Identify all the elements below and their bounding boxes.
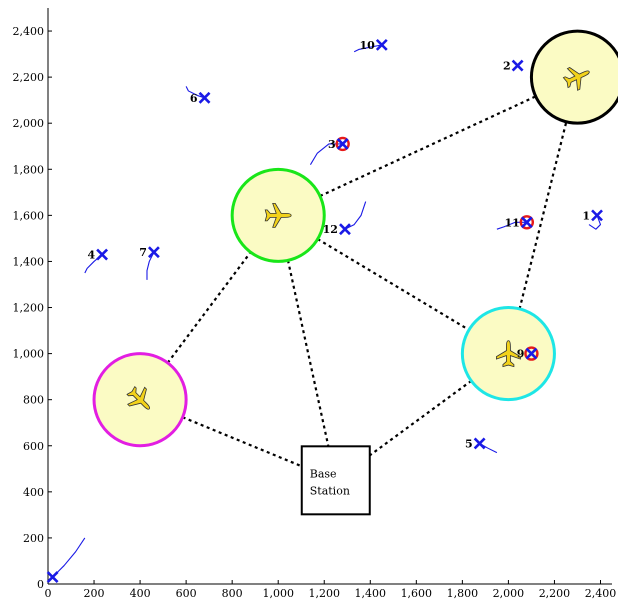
cross-icon	[147, 246, 160, 259]
user-trail	[353, 44, 382, 53]
user-trail	[185, 86, 205, 99]
base-station-label: Base	[310, 467, 337, 480]
link-line	[319, 95, 537, 198]
x-tick-label: 1,200	[308, 587, 340, 600]
user-trail	[52, 537, 86, 578]
airplane-icon	[562, 67, 590, 91]
y-tick-label: 1,800	[13, 163, 45, 176]
user-label: 12	[323, 223, 338, 236]
base-station-label: Station	[310, 484, 350, 497]
uav-layer	[92, 29, 618, 448]
x-tick-label: 2,400	[585, 587, 617, 600]
user-label: 3	[328, 138, 336, 151]
cross-icon	[96, 248, 109, 261]
x-tick-label: 1,800	[447, 587, 479, 600]
user-label: 4	[87, 249, 95, 262]
user-marker: 11	[505, 215, 535, 230]
y-tick-label: 0	[37, 578, 44, 591]
y-tick-label: 2,200	[13, 71, 45, 84]
user-marker: 4	[87, 248, 109, 262]
y-tick-label: 1,000	[13, 348, 45, 361]
user-marker: 6	[190, 91, 211, 105]
cross-icon	[198, 91, 211, 104]
link-line	[286, 260, 330, 447]
trail-layer	[52, 44, 602, 578]
user-marker: 3	[328, 136, 350, 152]
x-tick-label: 2,000	[493, 587, 525, 600]
cross-icon	[46, 571, 59, 584]
uav-black	[529, 29, 618, 125]
uav-cyan	[460, 306, 556, 402]
y-tick-label: 1,200	[13, 302, 45, 315]
cross-icon	[520, 216, 533, 229]
base-station: Base Station	[300, 445, 371, 516]
x-tick-label: 800	[222, 587, 243, 600]
user-marker: 7	[139, 246, 160, 259]
covered-ring-icon	[519, 215, 535, 230]
user-trail	[344, 201, 367, 230]
axes: 0 200 400 600 800 1,000 1,200 1,400 1,600 1,800 2,…	[13, 8, 617, 600]
x-tick-label: 1,400	[355, 587, 387, 600]
user-marker	[46, 571, 59, 584]
user-trail	[588, 215, 602, 230]
y-tick-label: 1,400	[13, 255, 45, 268]
cross-icon	[473, 437, 486, 450]
link-line	[166, 251, 252, 364]
x-tick-label: 2,200	[539, 587, 571, 600]
airplane-icon	[264, 202, 292, 228]
covered-ring-icon	[524, 346, 539, 361]
user-label: 5	[465, 437, 473, 450]
cross-icon	[336, 138, 349, 150]
cross-icon	[375, 38, 388, 51]
x-tick-label: 400	[130, 587, 151, 600]
y-tick-label: 1,600	[13, 209, 45, 222]
x-tick-label: 1,600	[401, 587, 433, 600]
covered-ring-icon	[335, 136, 350, 152]
link-line	[317, 238, 470, 331]
link-layer	[166, 95, 568, 468]
cross-icon	[511, 59, 524, 72]
user-label: 10	[359, 39, 375, 52]
link-line	[369, 379, 472, 457]
cross-icon	[591, 209, 603, 222]
y-tick-label: 800	[23, 394, 44, 407]
user-label: 7	[139, 246, 147, 259]
user-label: 1	[582, 209, 590, 222]
x-tick-label: 1,000	[262, 587, 294, 600]
user-marker: 9	[517, 346, 539, 361]
y-tick-label: 600	[23, 440, 44, 453]
uav-magenta	[92, 352, 188, 448]
user-marker: 12	[323, 223, 351, 236]
user-trail	[146, 251, 155, 280]
airplane-icon	[126, 385, 151, 410]
user-label: 11	[505, 216, 520, 229]
cross-icon	[525, 347, 538, 360]
user-marker: 10	[359, 38, 388, 52]
x-tick-label: 0	[45, 587, 52, 600]
user-label: 9	[517, 348, 525, 361]
y-tick-label: 400	[23, 486, 44, 499]
x-tick-label: 600	[176, 587, 197, 600]
user-marker: 2	[503, 59, 524, 73]
uav-green	[230, 167, 326, 263]
base-station-box	[300, 445, 371, 516]
cross-icon	[339, 223, 351, 236]
y-tick-label: 2,400	[13, 25, 45, 38]
user-label: 6	[190, 92, 198, 105]
airplane-icon	[496, 340, 521, 368]
y-tick-label: 200	[23, 532, 44, 545]
link-line	[182, 416, 303, 468]
user-label: 2	[503, 60, 511, 73]
x-tick-label: 200	[84, 587, 105, 600]
user-marker: 5	[465, 437, 486, 450]
y-tick-label: 2,000	[13, 117, 45, 130]
user-marker: 1	[582, 209, 603, 222]
